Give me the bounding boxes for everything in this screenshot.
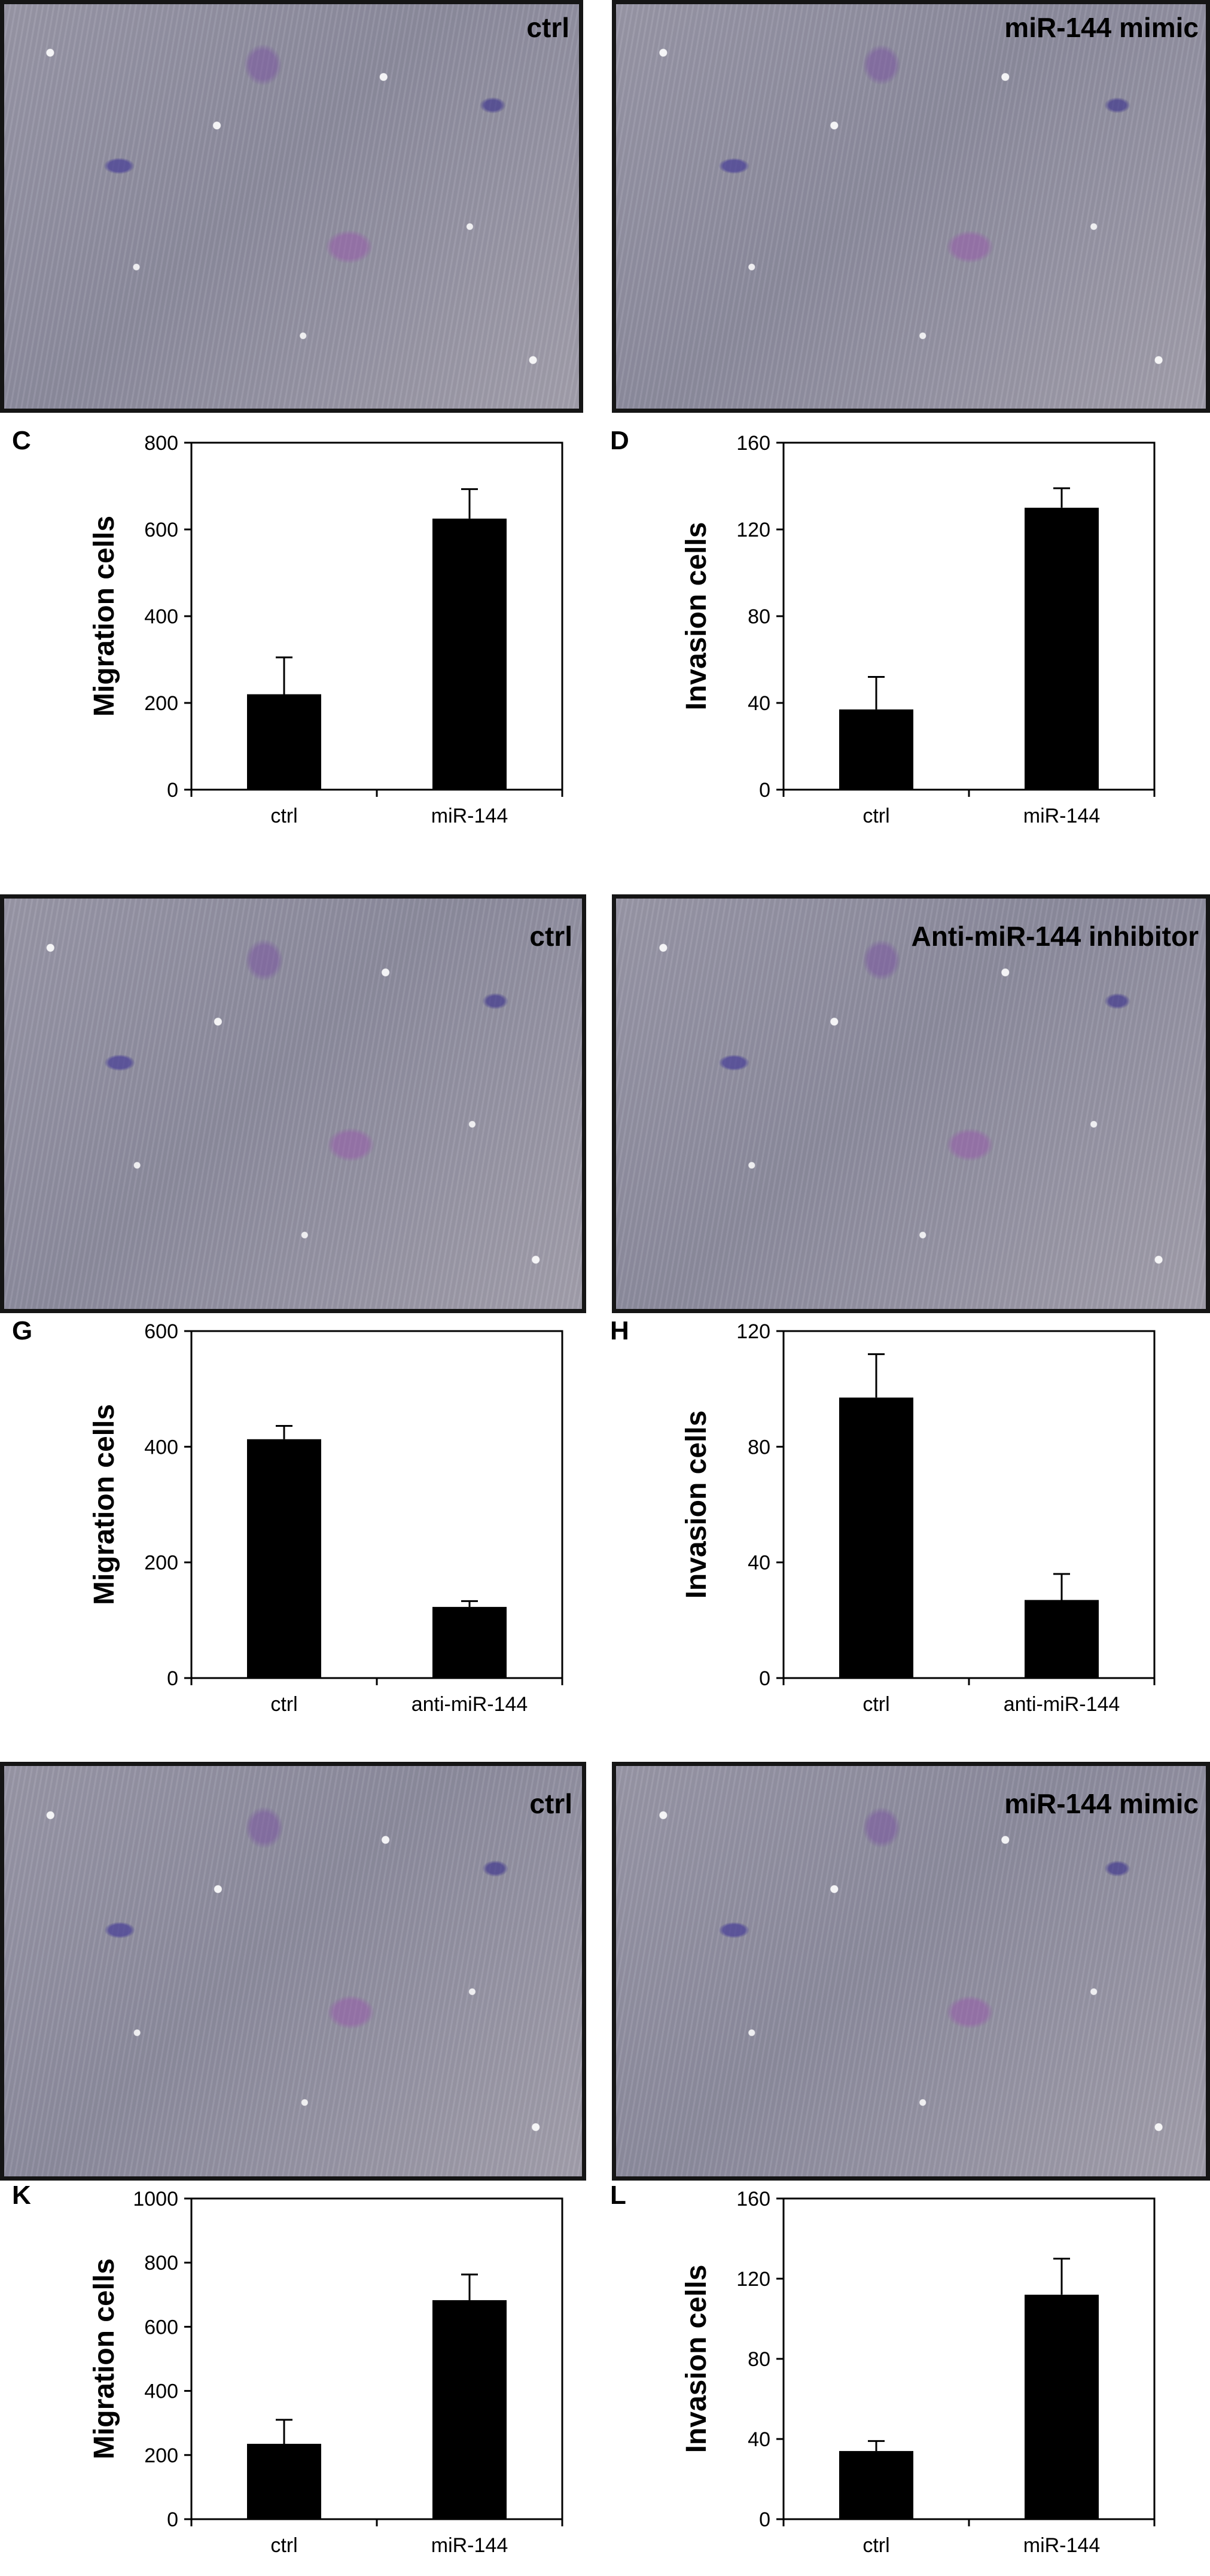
y-axis-label-h: Invasion cells <box>681 1411 712 1599</box>
y-tick-label-k-1: 200 <box>144 2444 178 2467</box>
y-tick-label-h-2: 80 <box>748 1436 770 1458</box>
y-tick-label-d-3: 120 <box>736 519 770 541</box>
y-axis-label-g: Migration cells <box>89 1404 120 1605</box>
micrograph-j: miR-144 mimic <box>612 1762 1210 2181</box>
bar-g-1 <box>432 1607 507 1678</box>
y-tick-label-l-3: 120 <box>736 2268 770 2291</box>
chart-d-invasion: 0 40 80 120 160 ctrl miR-144 Invasion cells <box>681 432 1156 827</box>
x-tick-label-k-1: miR-144 <box>431 2534 508 2557</box>
bar-l-0 <box>839 2451 913 2519</box>
bar-h-1 <box>1025 1600 1099 1678</box>
y-tick-label-l-2: 80 <box>748 2348 770 2371</box>
y-tick-label-l-1: 40 <box>748 2428 770 2451</box>
micrograph-label-f: Anti-miR-144 inhibitor <box>911 921 1199 952</box>
y-tick-label-l-4: 160 <box>736 2188 770 2210</box>
panel-letter-h: H <box>610 1316 629 1345</box>
chart-c-migration: 0 200 400 600 800 ctrl miR-144 Migration cells <box>89 432 563 827</box>
bar-c-1 <box>432 518 507 790</box>
y-tick-label-d-0: 0 <box>759 779 770 802</box>
chart-l-invasion: 0 40 80 120 160 ctrl miR-144 Invasion cells <box>681 2188 1156 2557</box>
bar-c-0 <box>247 694 321 790</box>
micrograph-label-b: miR-144 mimic <box>1004 12 1199 43</box>
y-tick-label-g-3: 600 <box>144 1320 178 1343</box>
x-tick-label-g-0: ctrl <box>270 1693 297 1716</box>
x-tick-label-h-1: anti-miR-144 <box>1004 1693 1120 1716</box>
y-tick-label-d-4: 160 <box>736 432 770 455</box>
y-axis-label-k: Migration cells <box>89 2258 120 2459</box>
bar-k-1 <box>432 2300 507 2519</box>
y-tick-label-d-2: 80 <box>748 605 770 628</box>
micrograph-i: ctrl <box>0 1762 586 2181</box>
y-tick-label-c-2: 400 <box>144 605 178 628</box>
y-tick-label-h-1: 40 <box>748 1552 770 1575</box>
y-tick-label-g-0: 0 <box>167 1667 178 1690</box>
y-tick-label-k-4: 800 <box>144 2252 178 2274</box>
micrograph-label-j: miR-144 mimic <box>1004 1788 1199 1819</box>
micrograph-label-a: ctrl <box>526 12 569 43</box>
y-tick-label-k-3: 600 <box>144 2316 178 2339</box>
x-tick-label-c-0: ctrl <box>270 805 297 827</box>
bar-d-0 <box>839 709 913 790</box>
x-tick-label-k-0: ctrl <box>270 2534 297 2557</box>
micrograph-f: Anti-miR-144 inhibitor <box>612 894 1210 1313</box>
chart-k-migration: 0 200 400 600 800 1000 ctrl miR-144 Migration ce… <box>89 2188 563 2557</box>
x-tick-label-d-0: ctrl <box>862 805 889 827</box>
micrograph-label-e: ctrl <box>529 921 572 952</box>
panel-letter-k: K <box>12 2181 31 2210</box>
bar-h-0 <box>839 1397 913 1678</box>
micrograph-a: ctrl <box>0 0 583 413</box>
chart-g-migration: 0 200 400 600 ctrl anti-miR-144 Migration cell… <box>89 1320 563 1716</box>
x-tick-label-l-1: miR-144 <box>1023 2534 1100 2557</box>
y-tick-label-c-4: 800 <box>144 432 178 455</box>
y-tick-label-g-2: 400 <box>144 1436 178 1458</box>
y-tick-label-d-1: 40 <box>748 692 770 715</box>
y-axis-label-l: Invasion cells <box>681 2265 712 2453</box>
x-tick-label-c-1: miR-144 <box>431 805 508 827</box>
x-tick-label-d-1: miR-144 <box>1023 805 1100 827</box>
x-tick-label-g-1: anti-miR-144 <box>412 1693 528 1716</box>
y-tick-label-h-0: 0 <box>759 1667 770 1690</box>
y-tick-label-h-3: 120 <box>736 1320 770 1343</box>
y-tick-label-c-0: 0 <box>167 779 178 802</box>
micrograph-e: ctrl <box>0 894 586 1313</box>
chart-h-invasion: 0 40 80 120 ctrl anti-miR-144 Invasion cells <box>681 1320 1156 1716</box>
y-tick-label-k-2: 400 <box>144 2380 178 2403</box>
x-tick-label-l-0: ctrl <box>862 2534 889 2557</box>
panel-letter-g: G <box>12 1316 33 1345</box>
y-tick-label-g-1: 200 <box>144 1552 178 1575</box>
y-tick-label-l-0: 0 <box>759 2508 770 2531</box>
bar-k-0 <box>247 2444 321 2519</box>
y-tick-label-c-1: 200 <box>144 692 178 715</box>
micrograph-b: miR-144 mimic <box>612 0 1210 413</box>
y-tick-label-k-0: 0 <box>167 2508 178 2531</box>
panel-letter-d: D <box>610 426 629 455</box>
bar-d-1 <box>1025 507 1099 790</box>
y-tick-label-c-3: 600 <box>144 519 178 541</box>
bar-l-1 <box>1025 2294 1099 2519</box>
panel-letter-l: L <box>610 2181 626 2210</box>
bar-g-0 <box>247 1439 321 1678</box>
y-axis-label-c: Migration cells <box>89 516 120 717</box>
panel-letter-c: C <box>12 426 31 455</box>
x-tick-label-h-0: ctrl <box>862 1693 889 1716</box>
micrograph-label-i: ctrl <box>529 1788 572 1819</box>
y-tick-label-k-5: 1000 <box>133 2188 178 2210</box>
y-axis-label-d: Invasion cells <box>681 522 712 711</box>
